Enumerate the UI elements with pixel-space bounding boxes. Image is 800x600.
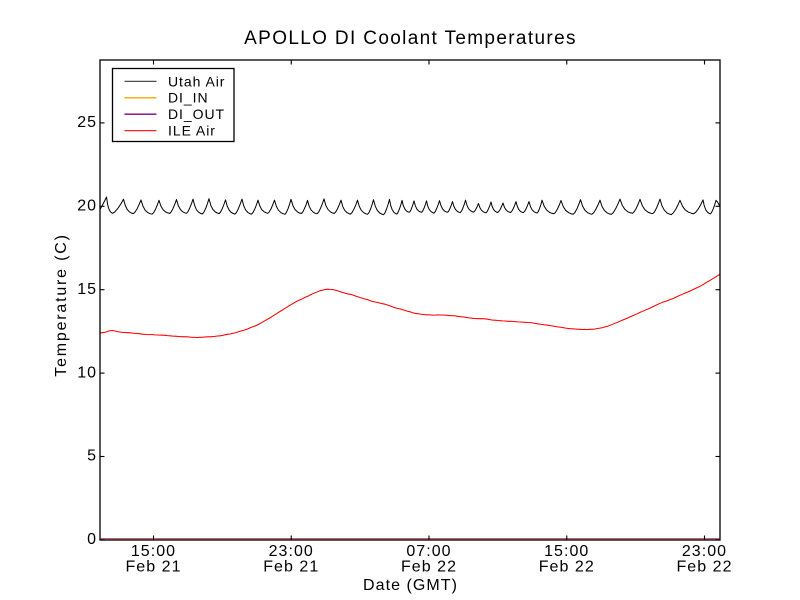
svg-text:20: 20 bbox=[77, 198, 97, 215]
svg-text:10: 10 bbox=[77, 364, 97, 381]
svg-text:5: 5 bbox=[87, 448, 97, 465]
svg-text:Feb 21: Feb 21 bbox=[125, 559, 181, 576]
svg-text:Feb 22: Feb 22 bbox=[539, 559, 595, 576]
svg-text:23:00: 23:00 bbox=[682, 543, 727, 560]
svg-text:Feb 22: Feb 22 bbox=[401, 559, 457, 576]
svg-text:07:00: 07:00 bbox=[406, 543, 451, 560]
svg-text:ILE Air: ILE Air bbox=[168, 123, 216, 139]
svg-text:15:00: 15:00 bbox=[544, 543, 589, 560]
svg-text:Date (GMT): Date (GMT) bbox=[363, 577, 458, 594]
svg-text:DI_IN: DI_IN bbox=[168, 90, 209, 106]
svg-text:Feb 22: Feb 22 bbox=[676, 559, 732, 576]
svg-text:Temperature (C): Temperature (C) bbox=[53, 233, 70, 376]
svg-text:15:00: 15:00 bbox=[131, 543, 176, 560]
svg-text:APOLLO DI Coolant Temperatures: APOLLO DI Coolant Temperatures bbox=[244, 28, 577, 49]
svg-text:15: 15 bbox=[77, 281, 97, 298]
svg-text:Utah Air: Utah Air bbox=[168, 73, 225, 89]
svg-text:25: 25 bbox=[77, 114, 97, 131]
svg-text:Feb 21: Feb 21 bbox=[263, 559, 319, 576]
svg-text:0: 0 bbox=[87, 531, 97, 548]
svg-text:DI_OUT: DI_OUT bbox=[168, 106, 225, 122]
svg-text:23:00: 23:00 bbox=[269, 543, 314, 560]
